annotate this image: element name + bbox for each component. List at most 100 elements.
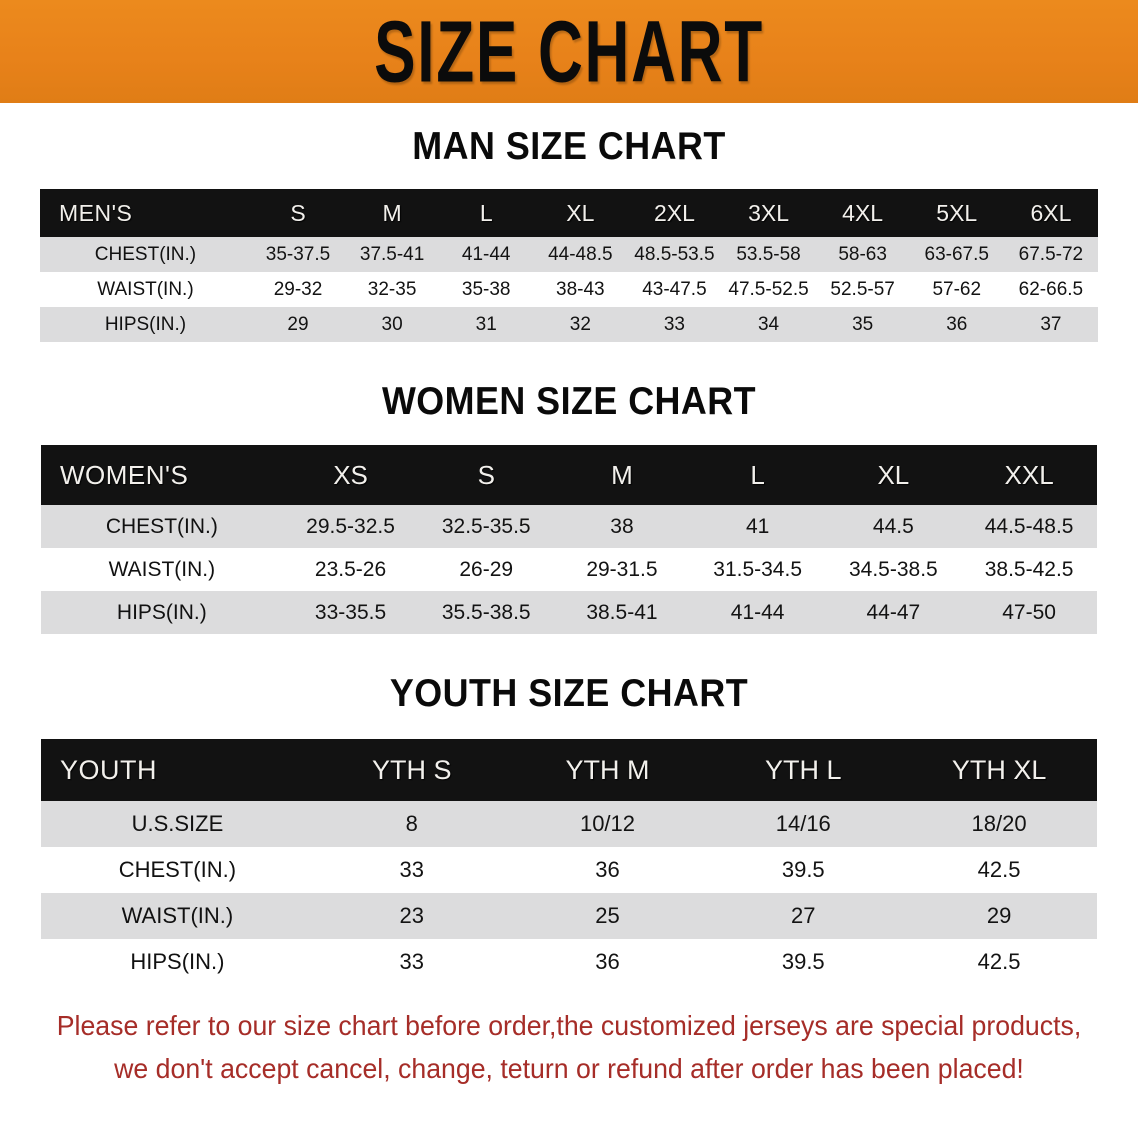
man-row-label: WAIST(IN.): [97, 278, 194, 300]
table-cell: 48.5-53.5: [634, 243, 715, 265]
table-cell: 35-38: [461, 278, 511, 300]
table-cell: 29: [287, 313, 309, 335]
table-cell: 14/16: [775, 811, 831, 836]
table-cell: 42.5: [977, 949, 1021, 974]
table-cell: 36: [595, 857, 620, 882]
table-cell: 36: [595, 949, 620, 974]
table-cell: 34.5-38.5: [848, 557, 938, 581]
table-cell: 57-62: [932, 278, 982, 300]
table-cell: 42.5: [977, 857, 1021, 882]
table-cell: 32-35: [367, 278, 417, 300]
disclaimer-line-1: Please refer to our size chart before or…: [56, 1010, 1082, 1041]
women-column-header: L: [750, 459, 765, 490]
table-cell: 35-37.5: [265, 243, 331, 265]
youth-row-label: CHEST(IN.): [118, 857, 237, 882]
table-cell: 38.5-42.5: [984, 557, 1074, 581]
table-row: CHEST(IN.) 35-37.5 37.5-41 41-44 44-48.5 48.5…: [40, 237, 1098, 272]
table-cell: 29.5-32.5: [306, 514, 395, 538]
women-table-body: WOMEN'S XS S M L XL XXL CHEST(IN.) 29.5-32.5 32.5…: [41, 445, 1097, 634]
table-cell: 31.5-34.5: [713, 557, 803, 581]
man-header-row: MEN'S S M L XL 2XL 3XL 4XL 5XL 6XL: [40, 189, 1098, 237]
table-cell: 27: [791, 903, 816, 928]
women-row-label: HIPS(IN.): [116, 600, 207, 624]
table-cell: 37.5-41: [359, 243, 425, 265]
table-cell: 41-44: [730, 600, 785, 624]
table-row: HIPS(IN.) 29 30 31 32 33 34 35 36 37: [40, 307, 1098, 342]
table-cell: 47.5-52.5: [728, 278, 809, 300]
man-size-table: MEN'S S M L XL 2XL 3XL 4XL 5XL 6XL CHEST(IN.) 35-37…: [40, 189, 1098, 342]
table-row: CHEST(IN.) 33 36 39.5 42.5: [41, 847, 1097, 893]
table-cell: 36: [946, 313, 968, 335]
youth-header-row: YOUTH YTH S YTH M YTH L YTH XL: [41, 739, 1097, 801]
women-size-table: WOMEN'S XS S M L XL XXL CHEST(IN.) 29.5-32.5 32.5…: [41, 445, 1097, 634]
youth-row-label: HIPS(IN.): [130, 949, 225, 974]
table-row: WAIST(IN.) 23 25 27 29: [41, 893, 1097, 939]
man-row-label: CHEST(IN.): [94, 243, 197, 265]
youth-size-table: YOUTH YTH S YTH M YTH L YTH XL U.S.SIZE 8 10/12…: [41, 739, 1097, 985]
women-row-label: CHEST(IN.): [105, 514, 218, 538]
table-cell: 29-31.5: [586, 557, 658, 581]
table-cell: 10/12: [579, 811, 636, 836]
table-cell: 44-48.5: [548, 243, 613, 265]
table-cell: 30: [381, 313, 403, 335]
table-cell: 34: [757, 313, 780, 335]
table-cell: 63-67.5: [924, 243, 989, 265]
youth-column-header: YTH L: [765, 754, 842, 785]
table-cell: 29-32: [273, 278, 323, 300]
man-section-title: MAN SIZE CHART: [412, 125, 726, 168]
table-cell: 8: [405, 811, 418, 836]
table-cell: 58-63: [838, 243, 887, 265]
man-column-header: 6XL: [1030, 199, 1072, 226]
table-cell: 39.5: [781, 949, 825, 974]
youth-table-body: YOUTH YTH S YTH M YTH L YTH XL U.S.SIZE 8 10/12…: [41, 739, 1097, 985]
table-row: WAIST(IN.) 23.5-26 26-29 29-31.5 31.5-34.5 34…: [41, 548, 1097, 591]
table-cell: 43-47.5: [642, 278, 707, 300]
women-column-header: S: [477, 459, 495, 490]
table-cell: 67.5-72: [1018, 243, 1084, 265]
table-cell: 25: [595, 903, 620, 928]
table-cell: 35: [852, 313, 874, 335]
man-column-header: S: [290, 199, 306, 226]
table-cell: 38: [610, 514, 634, 538]
table-cell: 18/20: [971, 811, 1027, 836]
women-corner-label: WOMEN'S: [60, 459, 189, 490]
page-banner: SIZE CHART: [0, 0, 1138, 103]
table-cell: 44.5-48.5: [984, 514, 1074, 538]
table-cell: 23: [399, 903, 424, 928]
table-cell: 38-43: [556, 278, 605, 300]
table-row: HIPS(IN.) 33-35.5 35.5-38.5 38.5-41 41-44 44-…: [41, 591, 1097, 634]
order-policy-disclaimer: Please refer to our size chart before or…: [50, 1005, 1088, 1090]
youth-column-header: YTH M: [565, 754, 650, 785]
man-column-header: L: [479, 199, 493, 226]
table-cell: 32.5-35.5: [441, 514, 531, 538]
table-cell: 53.5-58: [736, 243, 801, 265]
youth-corner-label: YOUTH: [60, 754, 157, 785]
women-section-title: WOMEN SIZE CHART: [381, 380, 757, 423]
man-column-header: 3XL: [748, 199, 789, 226]
youth-section-title: YOUTH SIZE CHART: [389, 672, 749, 715]
man-corner-label: MEN'S: [59, 199, 133, 226]
man-column-header: M: [382, 199, 402, 226]
table-cell: 35.5-38.5: [441, 600, 531, 624]
youth-row-label: WAIST(IN.): [121, 903, 234, 928]
man-column-header: XL: [566, 199, 595, 226]
table-cell: 23.5-26: [314, 557, 387, 581]
table-row: WAIST(IN.) 29-32 32-35 35-38 38-43 43-47.5 47.…: [40, 272, 1098, 307]
table-cell: 26-29: [459, 557, 514, 581]
table-cell: 33: [663, 313, 685, 335]
table-cell: 62-66.5: [1018, 278, 1084, 300]
table-cell: 38.5-41: [586, 600, 658, 624]
youth-row-label: U.S.SIZE: [131, 811, 224, 836]
page-title: SIZE CHART: [374, 1, 764, 100]
table-cell: 33: [399, 857, 424, 882]
table-row: U.S.SIZE 8 10/12 14/16 18/20: [41, 801, 1097, 847]
table-cell: 47-50: [1002, 600, 1056, 624]
table-cell: 39.5: [781, 857, 825, 882]
table-row: CHEST(IN.) 29.5-32.5 32.5-35.5 38 41 44.5 44.5…: [41, 505, 1097, 548]
table-cell: 44.5: [872, 514, 914, 538]
man-table-body: MEN'S S M L XL 2XL 3XL 4XL 5XL 6XL CHEST(IN.) 35-37…: [40, 189, 1098, 342]
table-cell: 37: [1040, 313, 1062, 335]
women-column-header: M: [611, 459, 633, 490]
women-header-row: WOMEN'S XS S M L XL XXL: [41, 445, 1097, 505]
women-column-header: XL: [877, 459, 910, 490]
